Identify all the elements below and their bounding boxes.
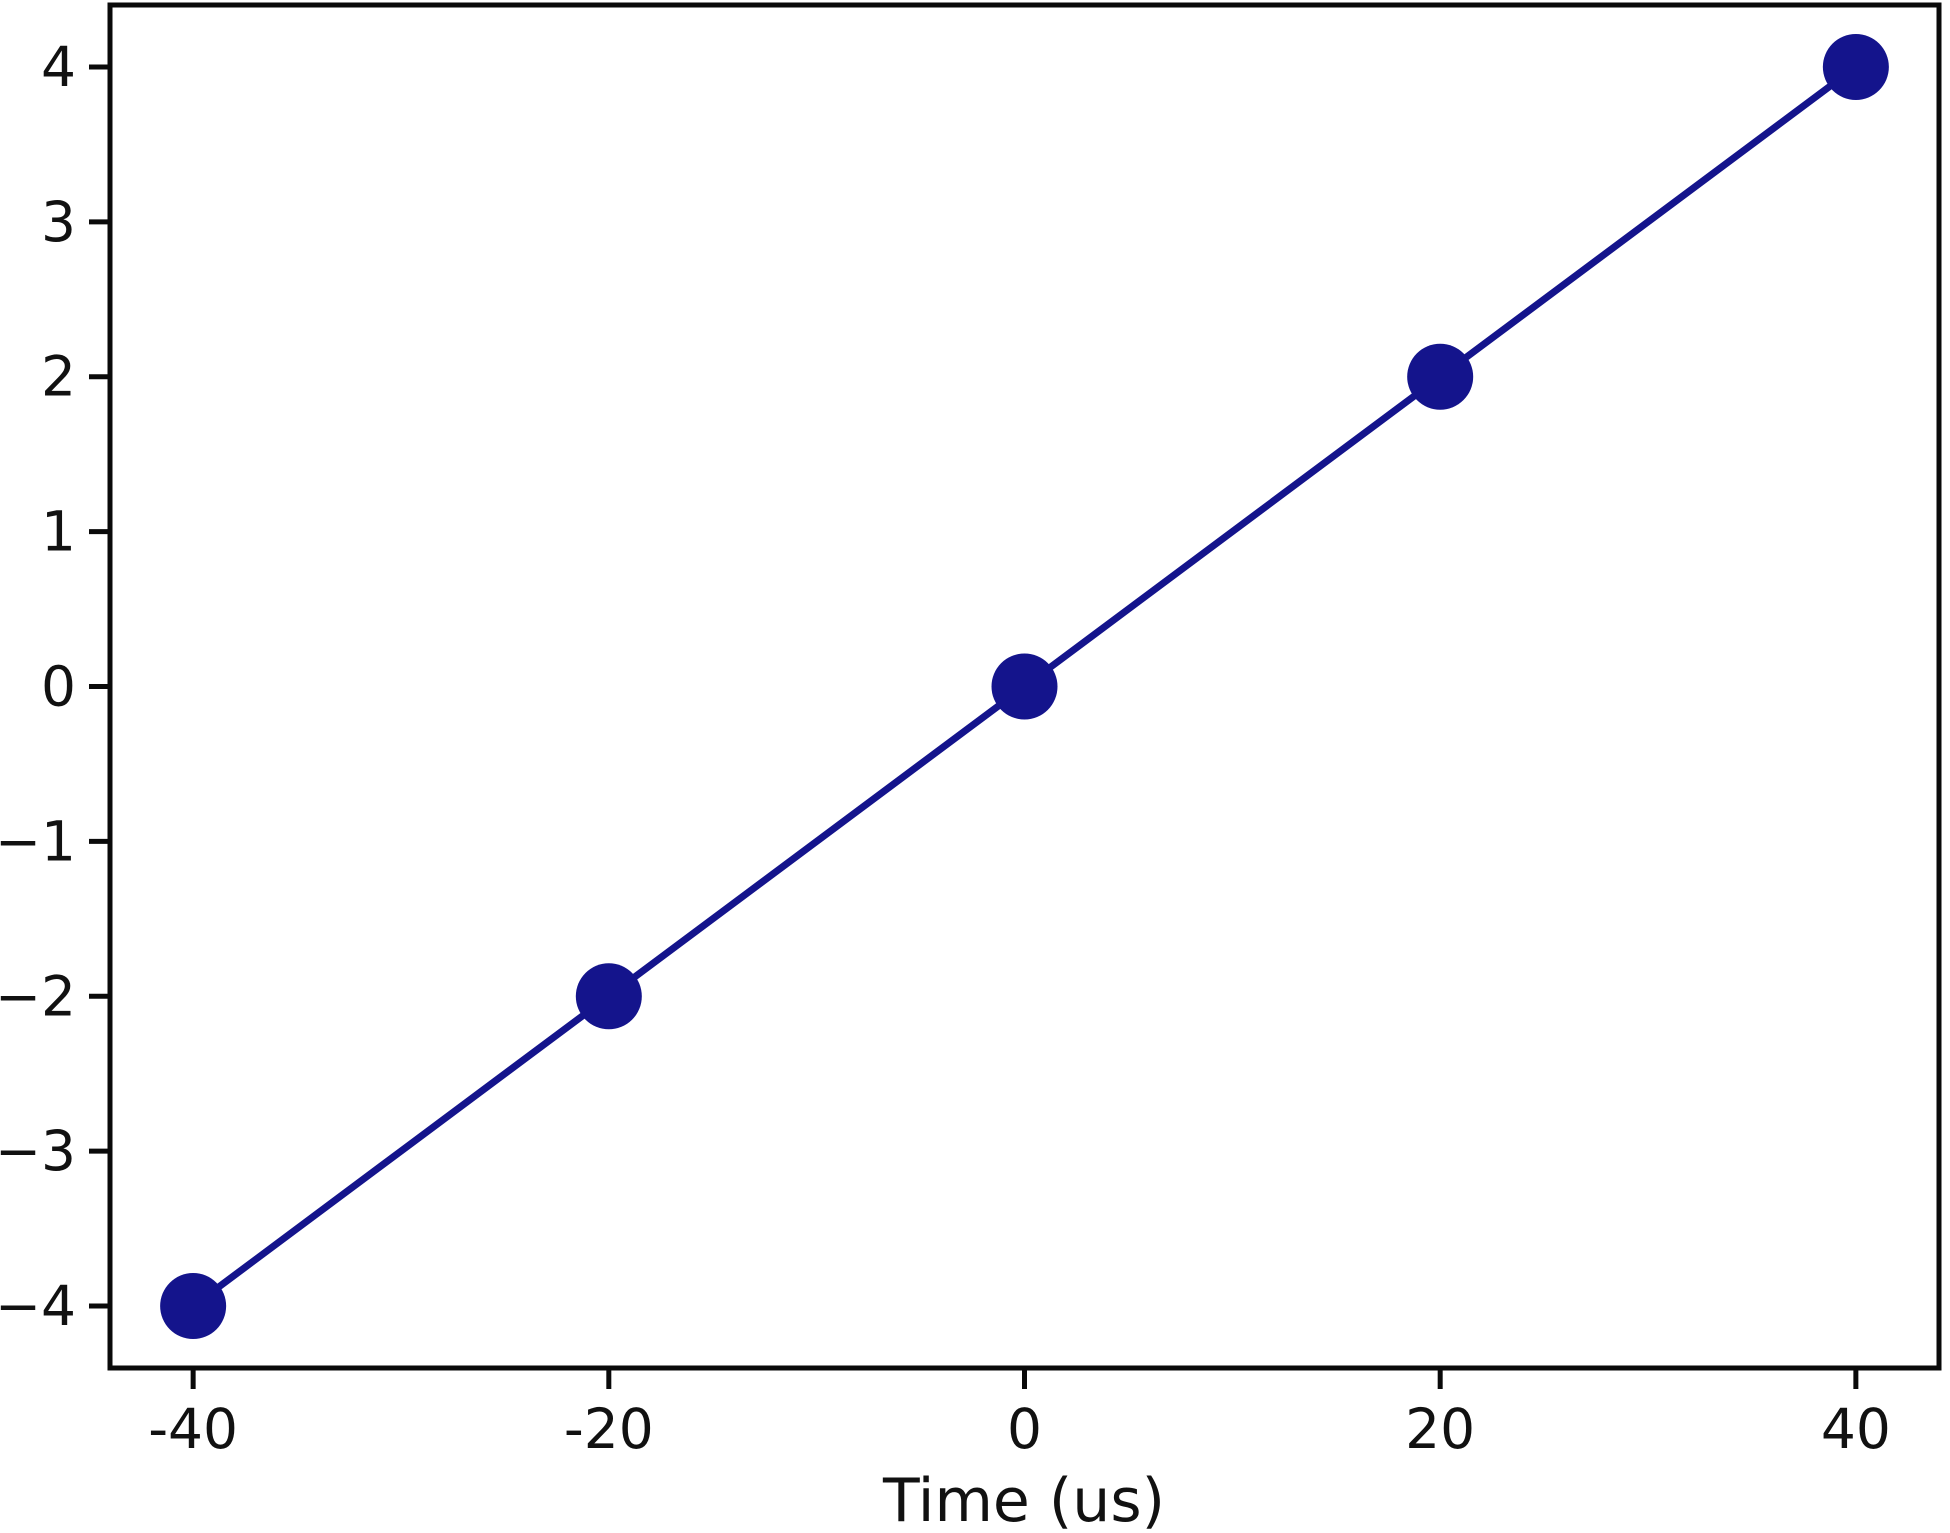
data-point-marker bbox=[1822, 33, 1889, 100]
y-tick-label: −3 bbox=[0, 1119, 76, 1183]
x-tick-label: -20 bbox=[564, 1397, 654, 1461]
y-tick-label: 0 bbox=[41, 655, 76, 719]
data-point-marker bbox=[1407, 343, 1474, 410]
x-tick-label: -40 bbox=[148, 1397, 238, 1461]
data-point-marker bbox=[991, 653, 1058, 720]
x-tick-label: 0 bbox=[1007, 1397, 1042, 1461]
y-tick-label: −4 bbox=[0, 1274, 76, 1338]
data-point-marker bbox=[575, 963, 642, 1030]
y-tick-label: 3 bbox=[41, 190, 76, 254]
y-tick-label: 4 bbox=[41, 35, 76, 99]
plot-border bbox=[107, 2, 1942, 1371]
x-tick-label: 20 bbox=[1405, 1397, 1475, 1461]
x-tick-label: 40 bbox=[1821, 1397, 1891, 1461]
y-tick-label: 1 bbox=[41, 500, 76, 564]
y-tick-label: 2 bbox=[41, 345, 76, 409]
y-tick-label: −1 bbox=[0, 809, 76, 873]
y-tick-label: −2 bbox=[0, 964, 76, 1028]
data-point-marker bbox=[160, 1273, 227, 1340]
x-axis-label: Time (us) bbox=[882, 1466, 1165, 1533]
